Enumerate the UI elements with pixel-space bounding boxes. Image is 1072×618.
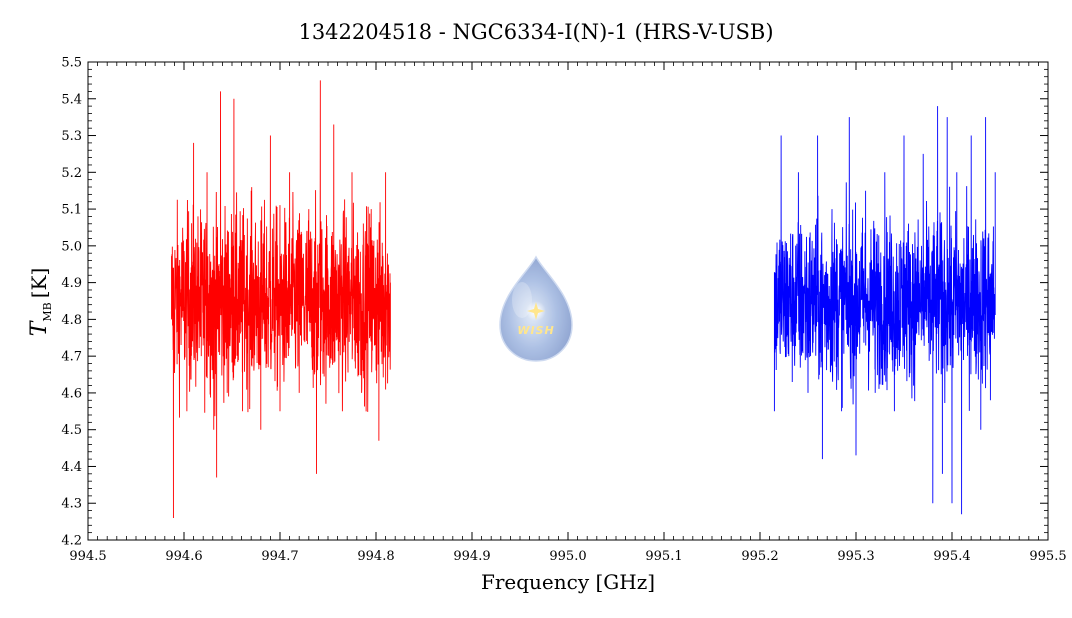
logo-text: WISH <box>517 324 554 337</box>
x-axis-label: Frequency [GHz] <box>481 570 655 594</box>
series-1-line <box>171 80 391 518</box>
x-tick-label: 995.3 <box>837 549 874 564</box>
chart-title: 1342204518 - NGC6334-I(N)-1 (HRS-V-USB) <box>298 20 773 44</box>
x-tick-label: 995.5 <box>1029 549 1066 564</box>
y-tick-label: 4.5 <box>61 423 82 438</box>
wish-logo: WISH <box>499 255 573 362</box>
x-tick-label: 994.6 <box>165 549 202 564</box>
y-tick-label: 4.6 <box>61 386 82 401</box>
y-tick-label: 4.8 <box>61 313 82 328</box>
y-tick-label: 5.1 <box>61 203 82 218</box>
y-tick-label: 5.0 <box>61 239 82 254</box>
x-tick-label: 994.9 <box>453 549 490 564</box>
x-tick-label: 995.4 <box>933 549 970 564</box>
y-axis-label-main: T <box>27 319 52 336</box>
y-axis-label-unit: [K] <box>27 268 51 299</box>
y-tick-label: 5.5 <box>61 56 82 71</box>
x-tick-label: 994.7 <box>261 549 298 564</box>
x-tick-label: 994.8 <box>357 549 394 564</box>
y-tick-label: 4.2 <box>61 534 82 549</box>
axis-ticks <box>87 61 1049 541</box>
y-tick-label: 4.3 <box>61 497 82 512</box>
x-tick-label: 995.1 <box>645 549 682 564</box>
x-tick-label: 994.5 <box>69 549 106 564</box>
series-2-line <box>773 106 996 515</box>
y-tick-label: 5.3 <box>61 129 82 144</box>
tick-labels: 994.5 994.6 994.7 994.8 994.9 995.0 995.1 995.2… <box>61 56 1066 565</box>
series-layer <box>171 80 996 518</box>
x-tick-label: 995.0 <box>549 549 586 564</box>
y-axis-label-sub: MB <box>41 302 54 321</box>
y-tick-label: 4.9 <box>61 276 82 291</box>
y-tick-label: 4.4 <box>61 460 82 475</box>
y-axis-label: TMB [K] <box>27 268 54 337</box>
x-tick-label: 995.2 <box>741 549 778 564</box>
y-tick-label: 5.2 <box>61 166 82 181</box>
y-tick-label: 4.7 <box>61 350 82 365</box>
y-tick-label: 5.4 <box>61 92 82 107</box>
